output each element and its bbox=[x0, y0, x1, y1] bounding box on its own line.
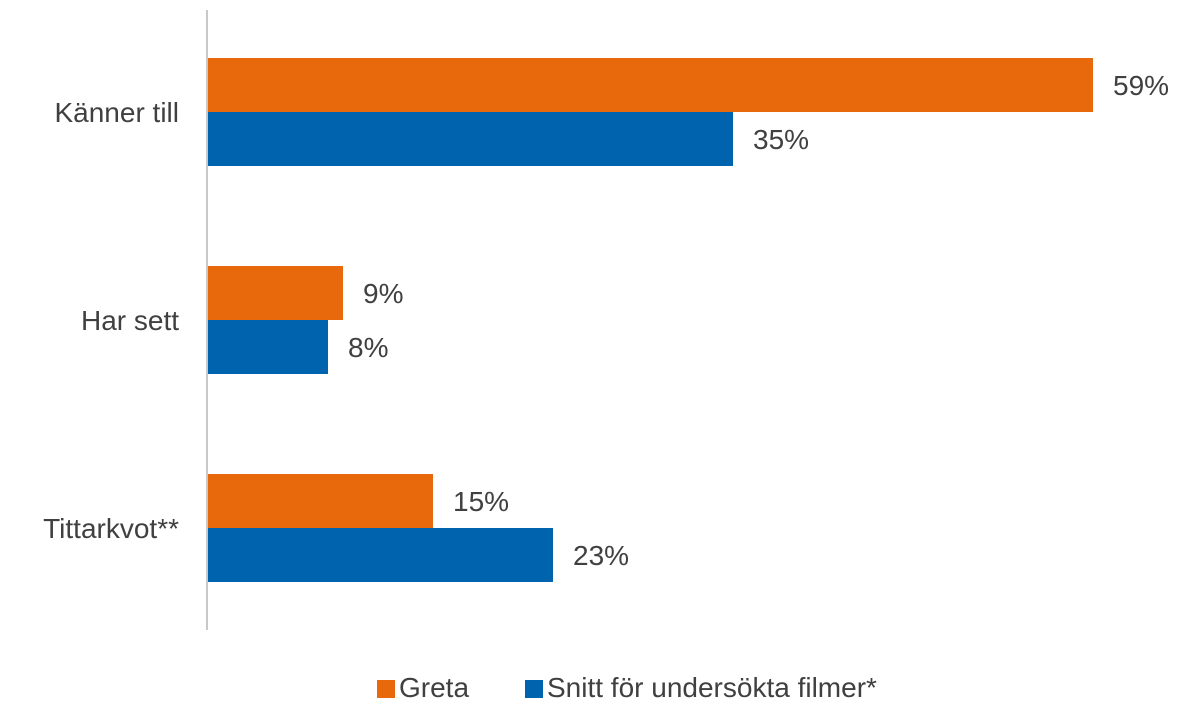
legend: Greta Snitt för undersökta filmer* bbox=[377, 672, 877, 703]
category-label: Har sett bbox=[81, 305, 179, 336]
bar-greta-1 bbox=[208, 266, 343, 320]
legend-label: Snitt för undersökta filmer* bbox=[547, 672, 877, 703]
data-label: 59% bbox=[1113, 70, 1169, 101]
data-label: 23% bbox=[573, 540, 629, 571]
bar-greta-0 bbox=[208, 58, 1093, 112]
data-label: 35% bbox=[753, 124, 809, 155]
data-label: 9% bbox=[363, 278, 403, 309]
bar-greta-2 bbox=[208, 474, 433, 528]
legend-swatch bbox=[377, 680, 395, 698]
data-label: 8% bbox=[348, 332, 388, 363]
legend-label: Greta bbox=[399, 672, 469, 703]
legend-item-snitt: Snitt för undersökta filmer* bbox=[525, 672, 877, 703]
bar-snitt-0 bbox=[208, 112, 733, 166]
labels-layer: 59% 35% Känner till 9% 8% Har sett 15% 23% Titta… bbox=[43, 70, 1169, 571]
category-label: Känner till bbox=[54, 97, 179, 128]
bars-layer bbox=[206, 10, 1093, 630]
legend-item-greta: Greta bbox=[377, 672, 469, 703]
bar-snitt-1 bbox=[208, 320, 328, 374]
category-label: Tittarkvot** bbox=[43, 513, 179, 544]
bar-snitt-2 bbox=[208, 528, 553, 582]
legend-swatch bbox=[525, 680, 543, 698]
data-label: 15% bbox=[453, 486, 509, 517]
